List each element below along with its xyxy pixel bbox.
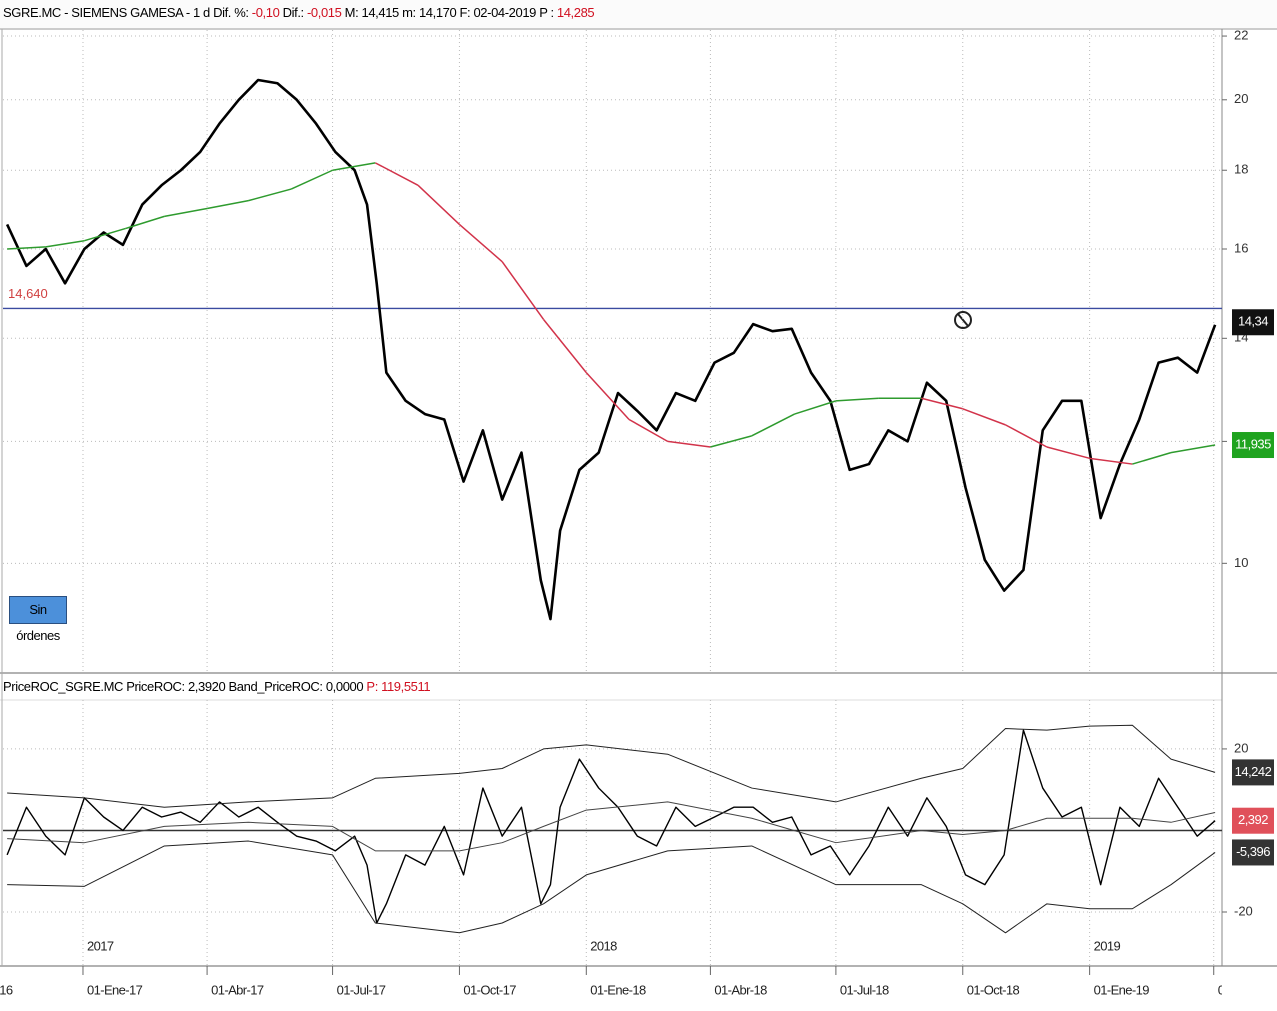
moving-average <box>921 397 963 410</box>
y-tick-label: 16 <box>1234 240 1248 255</box>
year-label: 2017 <box>87 938 114 953</box>
moving-average <box>206 199 249 210</box>
moving-average <box>542 318 587 374</box>
last-value-label: 11,935 <box>1235 436 1271 451</box>
last-value-box <box>1232 432 1274 459</box>
year-label: 2019 <box>1094 938 1121 953</box>
y-tick-label: 10 <box>1234 555 1248 570</box>
moving-average <box>1132 451 1172 465</box>
panel-title: SGRE.MC - SIEMENS GAMESA - 1 d Dif. %: -… <box>3 5 594 20</box>
moving-average <box>332 162 376 171</box>
x-tick-label: 01-Abr-17 <box>211 982 264 997</box>
band-line <box>7 840 1216 934</box>
price-line <box>5 78 1217 621</box>
x-tick-label: 01-Jul-17 <box>337 982 386 997</box>
moving-average <box>1089 457 1133 465</box>
moving-average <box>710 435 752 448</box>
moving-average <box>248 188 292 202</box>
moving-average <box>751 413 795 437</box>
moving-average <box>45 239 85 248</box>
roc-line <box>6 729 1216 924</box>
panel-title: PriceROC_SGRE.MC PriceROC: 2,3920 Band_P… <box>3 679 430 694</box>
moving-average <box>458 223 503 263</box>
moving-average <box>164 207 208 218</box>
x-tick-label: 01-Oct-18 <box>967 982 1020 997</box>
x-axis: 01-Oct-16 01-Ene-17 01-Abr-17 01-Jul-17 01-O… <box>0 938 1271 997</box>
x-tick-label: 01-Oct-17 <box>463 982 516 997</box>
title-part: -0,10 <box>252 5 280 20</box>
moving-average <box>84 227 126 242</box>
moving-average <box>1005 424 1048 448</box>
title-part: Dif.: <box>279 5 307 20</box>
x-tick-label: 01-Ene-18 <box>590 982 646 997</box>
title-bar <box>0 0 1277 28</box>
x-tick-label: 01-Ene-17 <box>87 982 143 997</box>
moving-average <box>794 400 837 415</box>
moving-average <box>1046 446 1090 460</box>
last-value-box <box>1232 807 1274 834</box>
moving-average <box>667 440 711 448</box>
band-line <box>7 724 1216 808</box>
y-tick-label: 20 <box>1234 740 1248 755</box>
plot-area <box>3 30 1222 965</box>
last-value-box <box>1232 759 1274 786</box>
moving-average <box>628 418 669 443</box>
moving-average <box>125 215 165 230</box>
moving-average <box>7 246 46 250</box>
x-tick-label: 01-Abr-19 <box>1218 982 1271 997</box>
x-tick-label: 01-Ene-19 <box>1094 982 1150 997</box>
moving-average <box>501 261 545 320</box>
x-tick-label: 01-Abr-18 <box>714 982 767 997</box>
moving-average <box>1170 444 1216 454</box>
band-line <box>7 801 1216 852</box>
last-value-box <box>1232 839 1274 866</box>
title-part: SGRE.MC - SIEMENS GAMESA - 1 d Dif. %: <box>3 5 252 20</box>
last-value-label: 14,34 <box>1238 314 1268 329</box>
moving-average <box>417 184 460 225</box>
title-part: 14,285 <box>557 5 595 20</box>
last-value-box <box>1232 309 1274 336</box>
last-value-label: 2,392 <box>1238 812 1268 827</box>
last-value-label: 14,242 <box>1235 764 1272 779</box>
moving-average <box>374 162 419 186</box>
title-part: -0,015 <box>307 5 342 20</box>
moving-average <box>835 397 879 402</box>
x-tick-label: 01-Jul-18 <box>840 982 889 997</box>
y-tick-label: 20 <box>1234 91 1248 106</box>
last-value-label: -5,396 <box>1236 844 1270 859</box>
moving-average <box>290 169 333 190</box>
moving-average <box>585 372 630 420</box>
x-tick-label: 01-Oct-16 <box>0 982 13 997</box>
no-entry-icon <box>954 311 972 329</box>
title-part: PriceROC_SGRE.MC PriceROC: 2,3920 Band_P… <box>3 679 366 694</box>
title-part: M: 14,415 m: 14,170 F: 02-04-2019 P : <box>341 5 556 20</box>
orders-button[interactable]: Sin órdenes <box>9 596 67 643</box>
y-tick-label: 18 <box>1234 162 1248 177</box>
y-tick-label: 22 <box>1234 27 1248 42</box>
year-label: 2018 <box>590 938 617 953</box>
level-label: 14,640 <box>8 286 48 301</box>
moving-average <box>962 408 1006 426</box>
y-tick-label: -20 <box>1234 903 1253 918</box>
title-part: P: 119,5511 <box>366 679 430 694</box>
